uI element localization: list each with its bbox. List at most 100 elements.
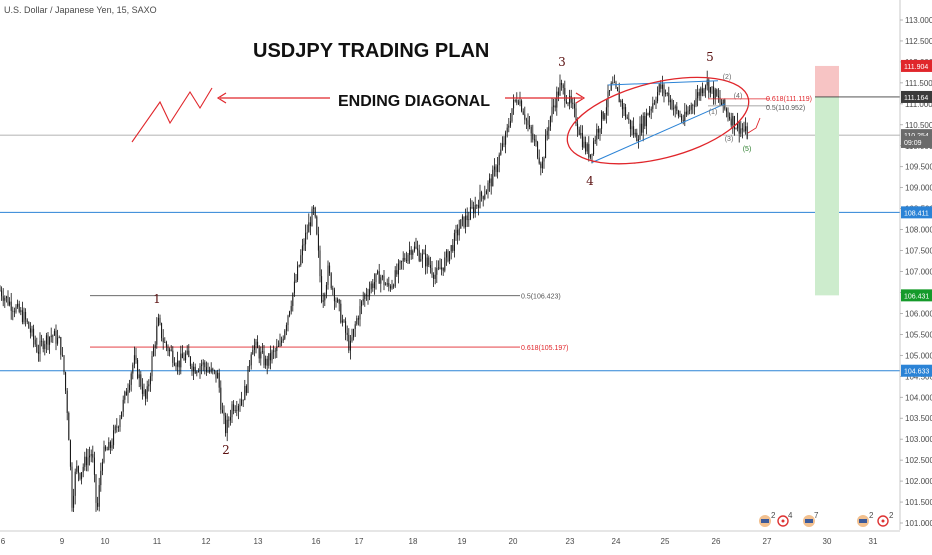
event-flag-icon[interactable]: 7 — [802, 511, 824, 529]
candle-body — [290, 305, 292, 312]
candle-body — [546, 130, 548, 136]
candle-body — [578, 129, 580, 135]
candle-body — [428, 257, 430, 265]
candle-body — [274, 350, 276, 352]
candle-body — [321, 276, 323, 302]
candle-body — [65, 372, 67, 391]
candle-body — [604, 114, 606, 119]
candle-body — [297, 266, 299, 280]
candle-body — [207, 370, 209, 372]
candle-body — [653, 102, 655, 104]
candle-body — [695, 98, 697, 106]
candle-body — [657, 92, 659, 102]
price-tick-label: 101.500 — [905, 498, 932, 507]
candle-body — [319, 250, 321, 277]
candle-body — [74, 471, 76, 496]
candle-body — [559, 83, 561, 96]
candle-body — [281, 340, 283, 343]
ending-diagonal-label: ENDING DIAGONAL — [338, 93, 490, 110]
candle-body — [265, 358, 267, 366]
candle-body — [437, 267, 439, 269]
candle-body — [671, 100, 673, 110]
candle-body — [130, 373, 132, 385]
event-alert-icon[interactable]: 4 — [776, 511, 798, 529]
candle-body — [7, 296, 9, 305]
candle-body — [242, 399, 244, 401]
candle-body — [729, 116, 731, 119]
candle-body — [260, 351, 262, 359]
candle-body — [113, 430, 115, 446]
candle-body — [469, 207, 471, 220]
candle-body — [404, 257, 406, 260]
candle-body — [529, 124, 531, 127]
candle-body — [599, 128, 601, 133]
candle-body — [714, 89, 716, 100]
candle-body — [641, 123, 643, 133]
price-tick-label: 102.000 — [905, 477, 932, 486]
candle-body — [4, 297, 6, 301]
candle-body — [282, 338, 284, 341]
candle-body — [213, 370, 215, 372]
candle-body — [479, 192, 481, 208]
candle-body — [330, 273, 332, 289]
candle-body — [452, 245, 454, 251]
candle-body — [447, 251, 449, 262]
event-flag-icon[interactable]: 2 — [856, 511, 878, 529]
candle-body — [249, 365, 251, 367]
candle-body — [268, 353, 270, 366]
candle-body — [103, 446, 105, 463]
candle-body — [101, 462, 103, 471]
price-badge-text: 09:09 — [904, 140, 922, 147]
candle-body — [180, 353, 182, 368]
candle-body — [713, 86, 715, 100]
candle-body — [372, 283, 374, 289]
candle-body — [194, 366, 196, 374]
candle-body — [42, 341, 44, 350]
candle-body — [92, 454, 94, 458]
candle-body — [420, 259, 422, 261]
plan-title: USDJPY TRADING PLAN — [253, 40, 489, 62]
candle-body — [652, 103, 654, 109]
event-alert-icon[interactable]: 2 — [876, 511, 898, 529]
candle-body — [172, 350, 174, 363]
candle-body — [687, 110, 689, 115]
event-flag-icon[interactable]: 2 — [758, 511, 780, 529]
price-tick-label: 111.000 — [905, 100, 932, 109]
candle-body — [721, 102, 723, 106]
candle-body — [383, 275, 385, 286]
fib-top-label: 0.5(110.952) — [766, 105, 805, 112]
candle-body — [511, 108, 513, 122]
candle-body — [324, 294, 326, 301]
candle-body — [351, 337, 353, 341]
candle-body — [21, 310, 23, 323]
candle-body — [537, 141, 539, 158]
price-badge — [901, 135, 932, 148]
price-badge-text: 106.431 — [904, 293, 929, 300]
candle-body — [453, 233, 455, 251]
candle-body — [210, 368, 212, 372]
candle-body — [692, 105, 694, 106]
candle-body — [589, 154, 591, 158]
candle-body — [266, 358, 268, 366]
candle-body — [303, 244, 305, 246]
candle-body — [241, 399, 243, 406]
candle-body — [677, 110, 679, 116]
candle-body — [497, 165, 499, 172]
price-tick-label: 102.500 — [905, 456, 932, 465]
candle-body — [255, 341, 257, 346]
candle-body — [191, 365, 193, 372]
candle-body — [562, 84, 564, 88]
diagonal-sketch — [131, 87, 213, 143]
candle-body — [143, 390, 145, 394]
candle-body — [89, 455, 91, 458]
candle-body — [439, 267, 441, 270]
candle-body — [577, 123, 579, 130]
candle-body — [105, 446, 107, 450]
subwave-label: (4) — [734, 93, 743, 100]
candle-body — [540, 163, 542, 169]
candle-body — [621, 100, 623, 110]
candle-body — [669, 100, 671, 103]
candle-body — [401, 261, 403, 263]
